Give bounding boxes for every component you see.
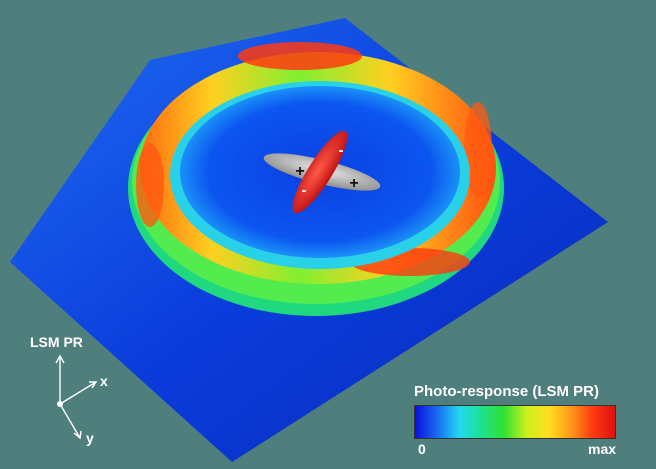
legend-title: Photo-response (LSM PR): [414, 383, 600, 400]
plus-sign-left: +: [295, 163, 304, 180]
axis-y-label: y: [86, 430, 94, 446]
legend-max-label: max: [588, 441, 617, 457]
plus-sign-right: +: [349, 175, 358, 192]
axis-x-label: x: [100, 373, 108, 389]
ring-hotspot-right: [464, 102, 492, 198]
minus-sign-top: -: [339, 142, 344, 159]
legend-color-bar: [414, 405, 616, 439]
axis-vertical-arrowhead: [55, 354, 65, 364]
ring-hotspot-top: [238, 42, 362, 70]
axis-x-arrowhead: [89, 381, 98, 389]
ring-hotspot-left: [136, 143, 164, 227]
axis-y-arrowhead: [73, 430, 82, 440]
legend-min-label: 0: [418, 441, 426, 457]
minus-sign-bottom: -: [302, 182, 307, 199]
axis-origin: [57, 401, 63, 407]
colorbar-legend: Photo-response (LSM PR) 0 max: [412, 383, 626, 459]
coordinate-triad: [55, 354, 98, 440]
dipole-red-lobe: [292, 130, 348, 214]
axis-x-line: [59, 381, 97, 405]
axis-y-line: [59, 403, 81, 439]
axis-vertical-label: LSM PR: [30, 334, 83, 350]
